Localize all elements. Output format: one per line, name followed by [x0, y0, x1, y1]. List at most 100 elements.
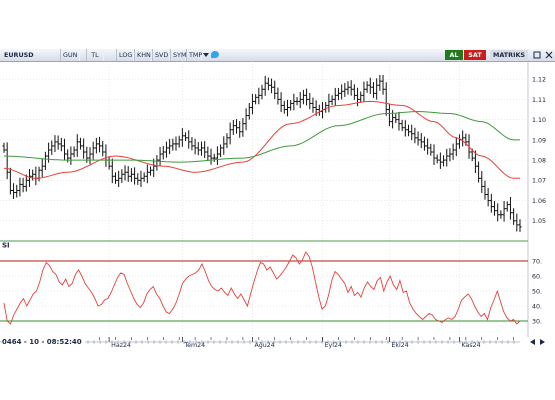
chart-window: EURUSD GUN TL LOG KHN SVD SYM TMP AL SAT…	[0, 49, 555, 349]
price-bar	[371, 82, 376, 98]
currency-button[interactable]: TL	[86, 49, 104, 61]
sym-button[interactable]: SYM	[170, 49, 186, 61]
period-button[interactable]: GUN	[60, 49, 80, 61]
price-bar	[422, 136, 427, 151]
price-bar	[244, 108, 248, 131]
price-bar	[387, 104, 392, 127]
ma-short-line	[3, 100, 520, 179]
price-bar	[56, 135, 60, 150]
price-bar	[480, 171, 484, 193]
price-bar	[37, 166, 41, 182]
price-bar	[234, 119, 239, 134]
price-bar	[276, 87, 280, 105]
price-bar	[5, 142, 9, 180]
price-bar	[282, 100, 286, 114]
month-label: Eyl24	[325, 342, 342, 349]
price-bar	[247, 103, 251, 120]
price-tick-label: 1.12	[532, 77, 546, 84]
price-bar	[317, 104, 321, 116]
price-bar	[406, 124, 411, 137]
sell-button[interactable]: SAT	[464, 50, 486, 60]
price-bar	[21, 177, 25, 193]
price-bar	[263, 75, 267, 96]
price-bar	[441, 155, 446, 167]
price-bar	[454, 137, 458, 157]
symbol-selector[interactable]: EURUSD	[4, 51, 34, 59]
price-bar	[311, 97, 315, 113]
close-icon[interactable]	[545, 51, 553, 59]
log-button[interactable]: LOG	[116, 49, 134, 61]
price-bar	[400, 119, 404, 132]
price-bar	[352, 84, 356, 100]
price-bar	[18, 177, 22, 197]
price-bar	[324, 101, 328, 113]
price-bar	[250, 93, 255, 115]
price-grid	[0, 61, 528, 337]
price-bar	[94, 137, 98, 154]
rsi-tick-label: 50.	[532, 288, 542, 295]
price-bar	[457, 134, 462, 149]
rsi-axis: 30. 40. 50. 60. 70.	[532, 258, 542, 325]
price-bar	[187, 130, 191, 149]
price-bar	[416, 131, 420, 146]
price-bar	[168, 139, 172, 155]
khn-button[interactable]: KHN	[134, 49, 152, 61]
price-bar	[104, 144, 108, 167]
buy-button[interactable]: AL	[445, 50, 463, 60]
price-bar	[473, 150, 478, 174]
price-bar	[269, 78, 274, 94]
price-bar	[403, 120, 407, 137]
rsi-grid	[0, 275, 528, 307]
chart-canvas: 1.05 1.06 1.07 1.08 1.09 1.10 1.11 1.12 SI 30. 4…	[0, 61, 546, 349]
indicator-label: SI	[2, 242, 10, 250]
price-bar	[301, 89, 306, 105]
price-bar	[333, 87, 337, 107]
price-tick-label: 1.08	[532, 157, 546, 164]
price-bar	[365, 81, 369, 93]
price-bar	[397, 111, 401, 131]
rsi-tick-label: 30.	[532, 318, 542, 325]
price-bar	[476, 161, 481, 183]
status-bar: 0464 - 10 - 08:52:40	[0, 336, 555, 349]
price-bar	[203, 141, 207, 159]
price-bar	[499, 210, 503, 219]
price-bar	[285, 99, 290, 117]
price-bar	[375, 78, 379, 100]
price-bar	[438, 152, 442, 169]
price-bar	[2, 142, 6, 153]
price-bar	[113, 172, 118, 184]
price-tick-label: 1.10	[532, 117, 546, 124]
matriks-button[interactable]: MATRIKS	[490, 50, 528, 60]
svd-button[interactable]: SVD	[152, 49, 170, 61]
price-bar	[152, 158, 156, 178]
price-bar	[336, 88, 341, 101]
price-bar	[123, 165, 127, 181]
price-bar	[502, 201, 506, 222]
price-bar	[295, 97, 299, 106]
price-bar	[145, 164, 149, 184]
price-bar	[190, 137, 194, 151]
twitter-icon[interactable]	[211, 51, 219, 58]
price-bar	[139, 170, 143, 188]
price-bar	[512, 208, 516, 225]
price-bar	[91, 141, 95, 160]
price-bar	[515, 213, 519, 232]
price-bar	[330, 95, 334, 106]
price-bar	[260, 84, 264, 100]
price-bar	[359, 91, 363, 103]
price-bar	[183, 132, 188, 142]
price-bar	[164, 141, 169, 158]
tmp-button[interactable]: TMP	[186, 49, 202, 61]
price-bar	[88, 147, 92, 165]
scroll-arrows-icon[interactable]	[530, 339, 545, 345]
month-label: Kas24	[461, 342, 480, 349]
dropdown-icon[interactable]	[203, 53, 209, 57]
price-bar	[107, 156, 111, 170]
price-bar	[174, 136, 178, 151]
window-restore-icon[interactable]	[533, 51, 541, 59]
price-bar	[161, 145, 165, 160]
price-bar	[419, 132, 423, 149]
price-bar	[27, 169, 32, 187]
price-bar	[126, 166, 130, 182]
price-bar	[75, 134, 79, 157]
